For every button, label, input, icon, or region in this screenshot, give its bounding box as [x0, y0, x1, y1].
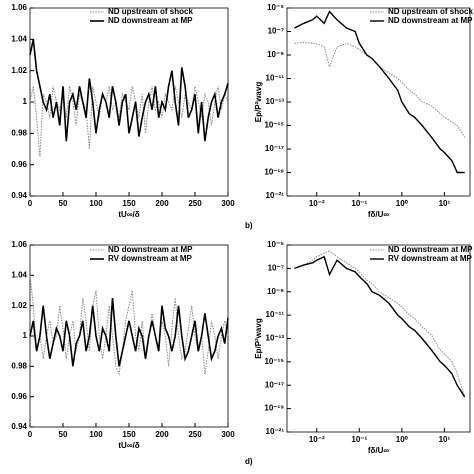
- x-tick-label: 10⁰: [396, 199, 409, 208]
- series-line: [294, 10, 465, 174]
- y-tick-label: 10⁻¹⁷: [265, 144, 284, 153]
- x-tick-label: 100: [89, 430, 103, 439]
- legend-label: ND downstream at MP: [388, 245, 473, 254]
- y-tick-label: 10⁻¹⁵: [264, 357, 284, 366]
- legend-label: ND upstream of shock: [108, 7, 193, 16]
- legend-label: ND upstream of shock: [388, 7, 473, 16]
- x-tick-label: 100: [89, 199, 103, 208]
- series-line: [294, 255, 466, 398]
- panel-label: d): [245, 457, 253, 466]
- y-tick-label: 10⁻¹¹: [266, 310, 285, 319]
- plot-frame: [286, 244, 471, 433]
- legend-label: ND downstream at MP: [108, 16, 193, 25]
- x-axis-label: fδ/U∞: [368, 446, 390, 455]
- series-line: [294, 41, 466, 138]
- x-tick-label: 10⁰: [396, 435, 409, 444]
- y-tick-label: 10⁻¹¹: [266, 74, 285, 83]
- y-tick-label: 10⁻¹⁷: [265, 380, 284, 389]
- x-tick-label: 10¹: [439, 435, 451, 444]
- y-tick-label: 10⁻¹⁹: [264, 168, 284, 177]
- x-tick-label: 50: [59, 199, 68, 208]
- x-axis-label: tU∞/δ: [118, 441, 139, 450]
- y-tick-label: 1: [23, 97, 28, 106]
- series-line: [29, 298, 229, 367]
- y-tick-label: 10⁻⁷: [268, 27, 284, 36]
- y-tick-label: 1.06: [11, 3, 27, 12]
- legend-label: RV downstream at MP: [388, 254, 473, 263]
- x-tick-label: 200: [155, 199, 169, 208]
- y-tick-label: 10⁻¹⁹: [264, 404, 284, 413]
- y-tick-label: 10⁻⁵: [267, 240, 284, 249]
- y-tick-label: 10⁻¹³: [266, 334, 285, 343]
- y-tick-label: 0.96: [11, 160, 27, 169]
- x-tick-label: 300: [221, 430, 235, 439]
- x-tick-label: 10⁻²: [309, 435, 325, 444]
- x-tick-label: 50: [59, 430, 68, 439]
- y-tick-label: 10⁻⁵: [267, 3, 284, 12]
- series-line: [29, 275, 229, 376]
- series-line: [29, 39, 229, 142]
- legend-label: ND downstream at MP: [388, 16, 473, 25]
- y-tick-label: 10⁻⁹: [267, 287, 284, 296]
- x-axis-label: tU∞/δ: [118, 210, 139, 219]
- y-tick-label: 10⁻¹³: [266, 97, 285, 106]
- x-tick-label: 0: [28, 430, 33, 439]
- y-tick-label: 0.98: [11, 361, 27, 370]
- legend-label: RV downstream at MP: [108, 254, 193, 263]
- x-tick-label: 0: [28, 199, 33, 208]
- x-tick-label: 10¹: [439, 199, 451, 208]
- y-tick-label: 1.04: [11, 34, 27, 43]
- x-tick-label: 10⁻²: [309, 199, 325, 208]
- y-axis-label: Ep/P²wavg: [254, 82, 263, 123]
- y-tick-label: 1: [23, 331, 28, 340]
- x-tick-label: 150: [122, 430, 136, 439]
- y-tick-label: 10⁻⁷: [268, 263, 284, 272]
- y-tick-label: 10⁻²¹: [266, 191, 285, 200]
- x-tick-label: 200: [155, 430, 169, 439]
- plot-frame: [286, 7, 471, 197]
- y-tick-label: 1.02: [11, 66, 27, 75]
- y-tick-label: 10⁻¹⁵: [264, 121, 284, 130]
- legend-label: ND downstream at MP: [108, 245, 193, 254]
- y-tick-label: 0.98: [11, 128, 27, 137]
- y-tick-label: 0.94: [11, 191, 27, 200]
- y-tick-label: 1.02: [11, 301, 27, 310]
- y-tick-label: 10⁻⁹: [267, 50, 284, 59]
- y-tick-label: 0.96: [11, 392, 27, 401]
- x-tick-label: 10⁻¹: [351, 199, 367, 208]
- y-tick-label: 1.04: [11, 270, 27, 279]
- x-tick-label: 250: [188, 199, 202, 208]
- x-tick-label: 10⁻¹: [351, 435, 367, 444]
- y-tick-label: 10⁻²¹: [266, 427, 285, 436]
- x-axis-label: fδ/U∞: [368, 210, 390, 219]
- y-tick-label: 1.06: [11, 240, 27, 249]
- y-axis-label: Ep/P²wavg: [254, 318, 263, 359]
- panel-label: b): [245, 221, 253, 230]
- y-tick-label: 0.94: [11, 422, 27, 431]
- x-tick-label: 300: [221, 199, 235, 208]
- series-line: [294, 250, 466, 398]
- x-tick-label: 150: [122, 199, 136, 208]
- plot-frame: [29, 7, 229, 197]
- x-tick-label: 250: [188, 430, 202, 439]
